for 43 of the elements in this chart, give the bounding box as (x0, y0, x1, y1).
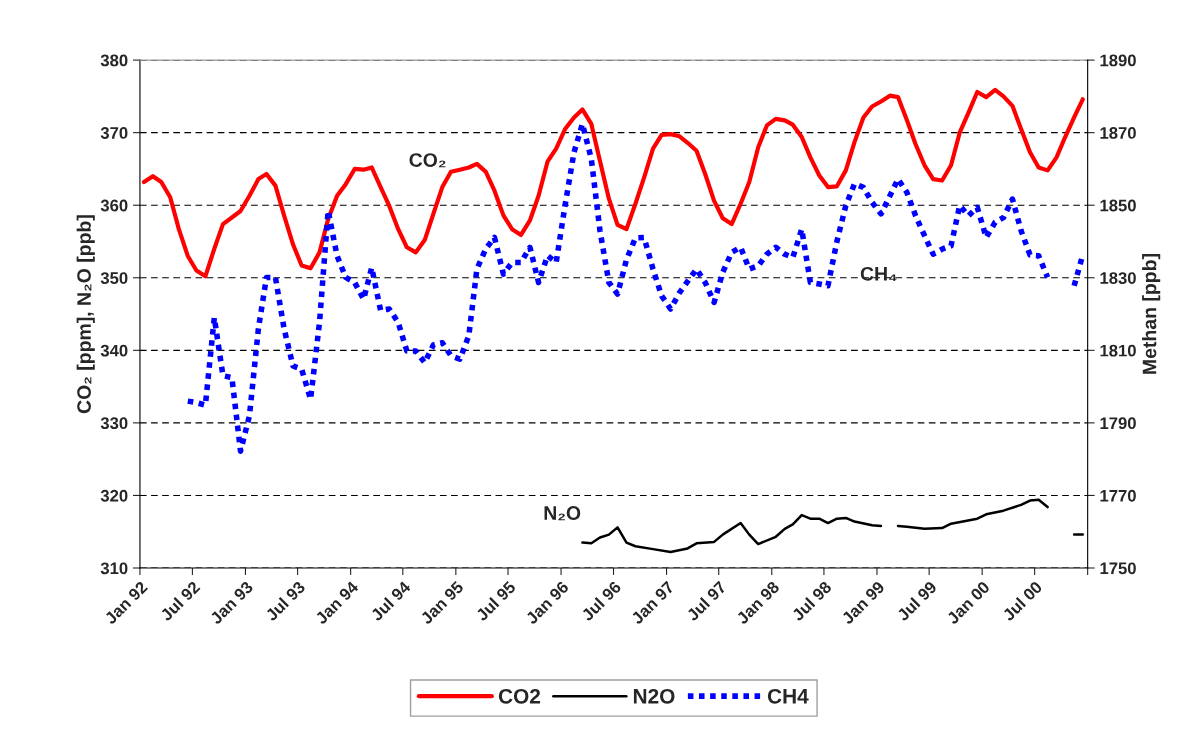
y2-tick-label: 1750 (1100, 562, 1136, 575)
x-tick-label: Jan 96 (524, 580, 570, 625)
x-tick-label: Jan 99 (840, 580, 886, 625)
y2-axis-title: Methan [ppb] (1142, 254, 1161, 374)
legend-label: CO2 (498, 688, 541, 704)
x-tick-label: Jul 98 (790, 580, 833, 622)
y-tick-label: 360 (100, 199, 128, 212)
x-tick-label: Jan 00 (945, 580, 991, 625)
legend-label: N2O (633, 688, 675, 704)
y2-tick-label: 1810 (1100, 344, 1136, 357)
y2-tick-label: 1790 (1100, 417, 1136, 430)
x-tick-label: Jan 98 (735, 580, 781, 625)
y-tick-label: 320 (100, 489, 128, 502)
x-tick-label: Jul 92 (159, 580, 201, 622)
annotation: CO₂ (409, 153, 446, 168)
x-tick-label: Jul 00 (1001, 580, 1043, 622)
y2-tick-label: 1770 (1100, 489, 1136, 502)
line-series (141, 87, 1085, 279)
y-axis-title: CO₂ [ppm], N₂O [ppb] (76, 215, 95, 414)
x-tick-label: Jul 93 (264, 580, 306, 622)
y2-tick-label: 1850 (1100, 199, 1136, 212)
y-tick-label: 350 (100, 272, 128, 284)
y2-tick-label: 1890 (1100, 54, 1136, 67)
x-tick-label: Jan 93 (209, 580, 254, 625)
y-tick-label: 340 (100, 344, 128, 357)
y2-tick-label: 1870 (1100, 127, 1136, 139)
annotation: CH₄ (860, 266, 897, 282)
y-tick-label: 330 (100, 417, 128, 430)
x-tick-label: Jul 97 (685, 580, 727, 622)
y-tick-label: 380 (100, 54, 128, 67)
x-tick-label: Jan 95 (419, 580, 465, 625)
x-tick-label: Jul 99 (895, 580, 938, 622)
x-tick-label: Jan 97 (630, 580, 675, 625)
x-tick-label: Jan 92 (103, 580, 149, 625)
y2-tick-label: 1830 (1100, 272, 1136, 284)
annotation: N₂O (544, 506, 581, 521)
y-tick-label: 310 (100, 562, 128, 575)
x-tick-label: Jan 94 (314, 580, 360, 625)
legend-label: CH4 (767, 688, 809, 704)
x-tick-label: Jul 96 (580, 580, 622, 622)
x-tick-label: Jul 95 (474, 580, 517, 622)
x-tick-label: Jul 94 (369, 579, 412, 622)
y-tick-label: 370 (100, 127, 128, 139)
